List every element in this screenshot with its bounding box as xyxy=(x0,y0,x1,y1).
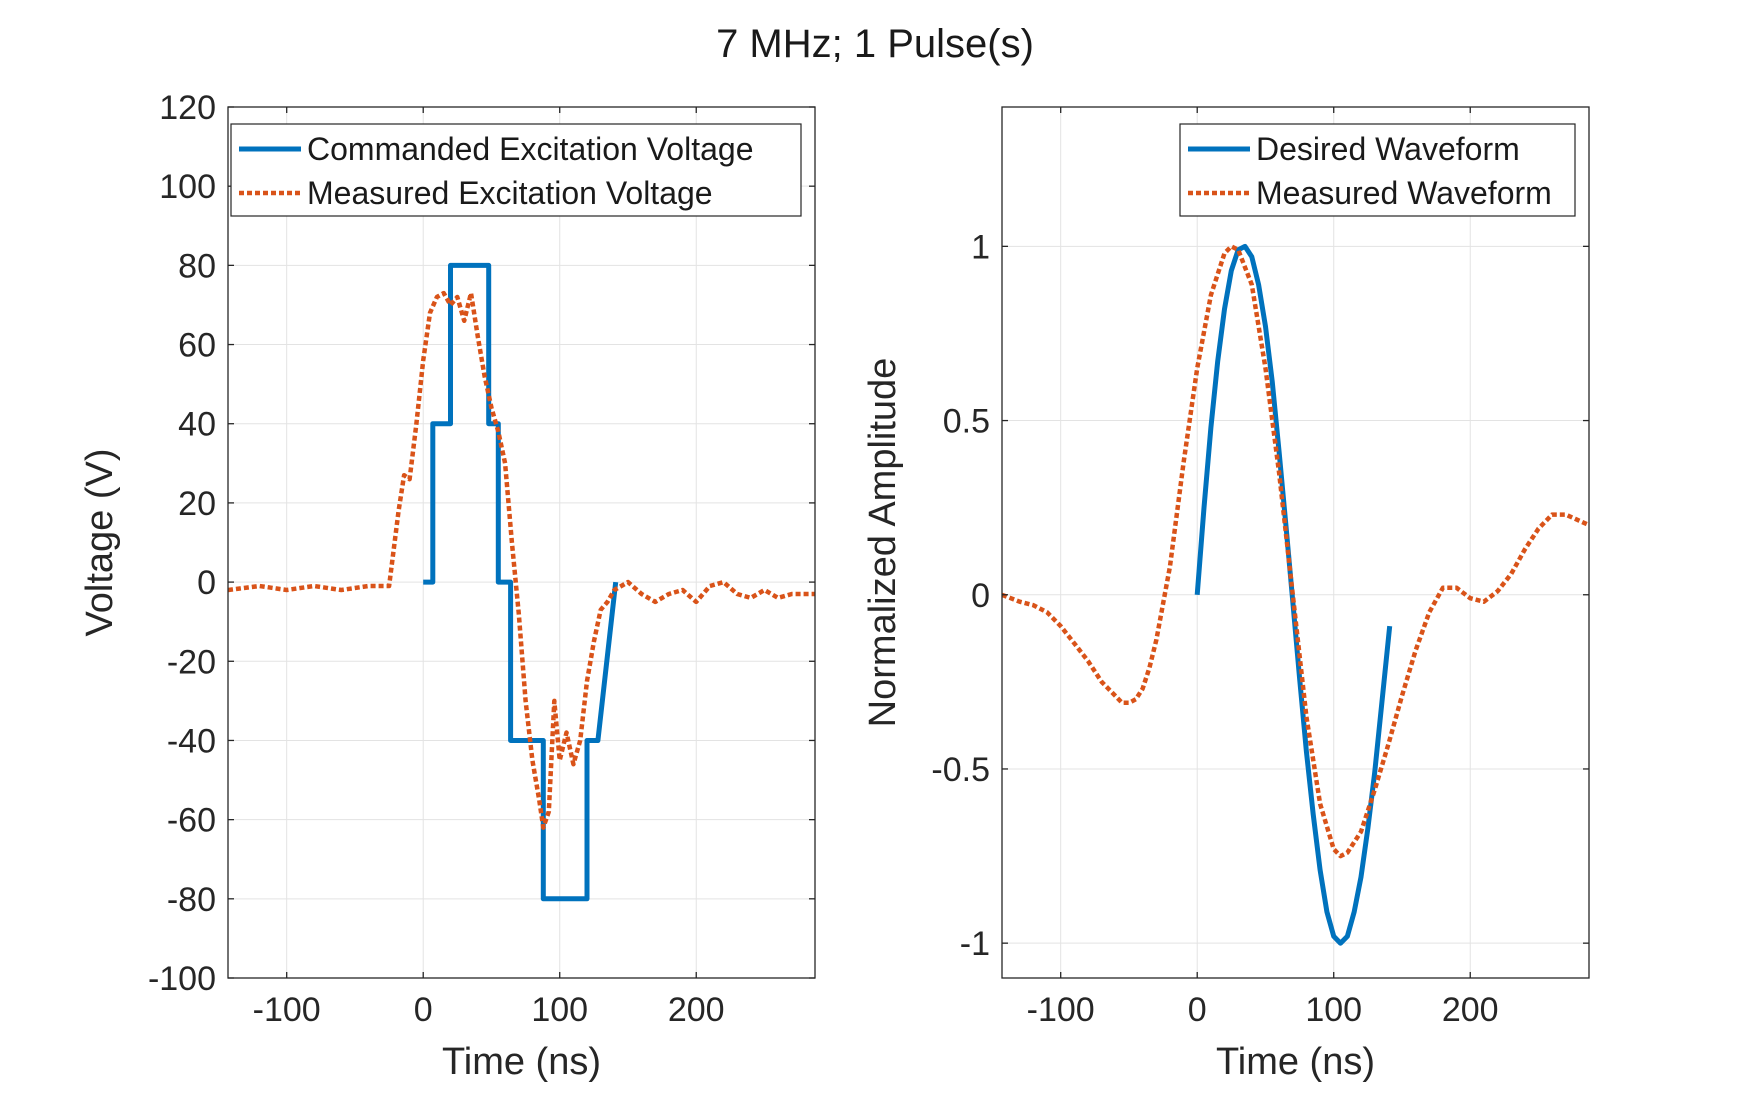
x-axis-label: Time (ns) xyxy=(442,1041,601,1083)
plot-area xyxy=(1002,107,1589,978)
axes-box xyxy=(1001,106,1590,979)
y-tick-label: 120 xyxy=(159,89,216,127)
legend-label-2: Measured Excitation Voltage xyxy=(307,175,713,211)
y-tick-label: 0 xyxy=(197,564,216,602)
plot-area xyxy=(228,107,815,978)
x-tick-label: -100 xyxy=(253,991,321,1029)
series-line-2 xyxy=(1002,244,1589,859)
legend-label-1: Desired Waveform xyxy=(1256,131,1520,167)
y-axis-label: Normalized Amplitude xyxy=(862,358,904,728)
y-tick-label: -100 xyxy=(148,960,216,998)
y-axis-label: Voltage (V) xyxy=(79,449,121,637)
series-line-1 xyxy=(423,262,619,902)
x-axis-label: Time (ns) xyxy=(1216,1041,1375,1083)
x-tick-label: 0 xyxy=(414,991,433,1029)
x-tick-label: 0 xyxy=(1188,991,1207,1029)
y-tick-label: 20 xyxy=(178,485,216,523)
y-tick-label: -40 xyxy=(167,722,216,760)
figure-title: 7 MHz; 1 Pulse(s) xyxy=(716,22,1034,66)
y-tick-label: -60 xyxy=(167,802,216,840)
y-tick-label: 100 xyxy=(159,168,216,206)
voltage-chart: -100 0 100 200 -100 -80 -60 -40 -20 0 20 40 60 80 100 1… xyxy=(79,89,816,1083)
y-tick-label: 0.5 xyxy=(943,403,990,441)
x-tick-label: 100 xyxy=(531,991,588,1029)
y-tick-label: -20 xyxy=(167,643,216,681)
y-tick-label: -1 xyxy=(960,925,990,963)
legend: Commanded Excitation Voltage Measured Exc… xyxy=(230,123,802,217)
y-tick-label: 60 xyxy=(178,327,216,365)
y-tick-label: -80 xyxy=(167,881,216,919)
x-tick-label: 200 xyxy=(1442,991,1499,1029)
waveform-chart: -100 0 100 200 -1 -0.5 0 0.5 1 Time (ns) Normalize… xyxy=(862,106,1590,1083)
y-tick-label: 0 xyxy=(971,577,990,615)
legend-box xyxy=(230,123,802,217)
y-tick-label: 80 xyxy=(178,247,216,285)
legend-label-1: Commanded Excitation Voltage xyxy=(307,131,753,167)
legend-box xyxy=(1179,123,1576,217)
x-tick-label: 200 xyxy=(668,991,725,1029)
legend: Desired Waveform Measured Waveform xyxy=(1179,123,1576,217)
x-tick-label: -100 xyxy=(1027,991,1095,1029)
axes-box xyxy=(227,106,816,979)
series-line-2 xyxy=(228,290,815,830)
legend-label-2: Measured Waveform xyxy=(1256,175,1552,211)
y-tick-label: 40 xyxy=(178,406,216,444)
y-tick-label: 1 xyxy=(971,228,990,266)
y-tick-label: -0.5 xyxy=(931,751,990,789)
x-tick-label: 100 xyxy=(1305,991,1362,1029)
